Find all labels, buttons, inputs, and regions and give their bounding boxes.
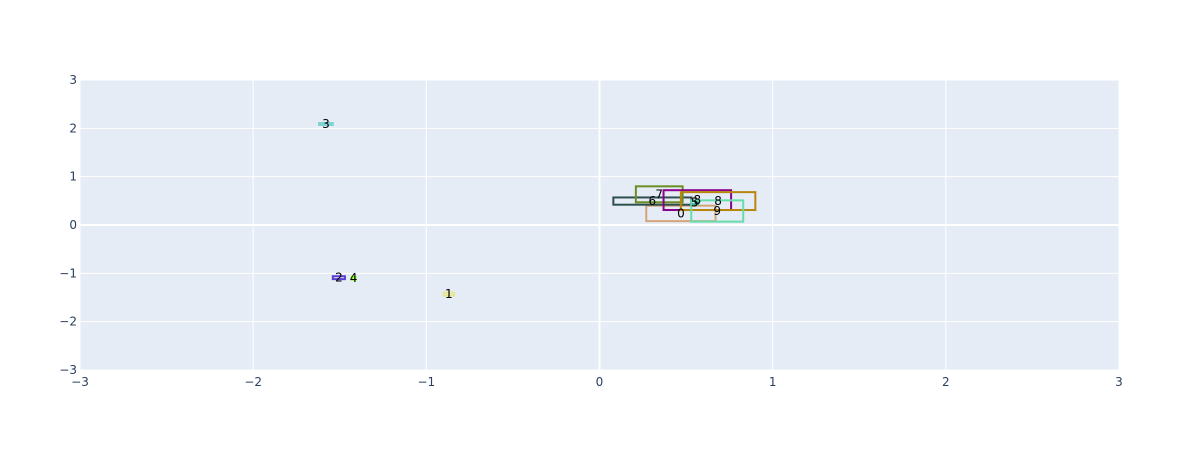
y-tick-label: 2 <box>69 121 77 135</box>
y-tick-label: 3 <box>69 73 77 87</box>
x-tick-label: −2 <box>244 375 262 389</box>
box-mark <box>634 185 684 204</box>
box-label: 2 <box>335 271 343 285</box>
box-label: 1 <box>445 287 453 301</box>
box-label: 9 <box>713 204 721 218</box>
x-tick-label: −3 <box>71 375 89 389</box>
x-tick-label: −1 <box>417 375 435 389</box>
box-mark <box>350 275 357 281</box>
box-label: 3 <box>322 117 330 131</box>
box-mark <box>442 291 456 297</box>
y-tick-label: −2 <box>59 315 77 329</box>
x-tick-label: 2 <box>942 375 950 389</box>
y-tick-label: −1 <box>59 266 77 280</box>
box-label: 7 <box>655 187 663 201</box>
x-tick-label: 0 <box>596 375 604 389</box>
box-label: 4 <box>350 271 358 285</box>
x-tick-label: 3 <box>1115 375 1123 389</box>
box-label: 5 <box>691 196 699 210</box>
y-tick-label: 0 <box>69 218 77 232</box>
box-mark <box>690 199 745 223</box>
x-tick-label: 1 <box>769 375 777 389</box>
box-mark <box>679 191 757 212</box>
y-axis-ticks: −3 −2 −1 0 1 2 3 <box>59 73 77 377</box>
y-tick-label: −3 <box>59 363 77 377</box>
box-mark <box>331 275 346 281</box>
box-label: 6 <box>648 194 656 208</box>
box-mark <box>317 122 334 126</box>
data-boxes: 0 1 2 3 4 5 6 7 8 89 <box>317 117 757 301</box>
y-tick-label: 1 <box>69 170 77 184</box>
box-label: 0 <box>677 206 685 220</box>
x-axis-ticks: −3 −2 −1 0 1 2 3 <box>71 375 1123 389</box>
zero-lines <box>80 80 1119 370</box>
box-label: 8 <box>714 194 722 208</box>
box-label: 8 <box>694 193 702 207</box>
